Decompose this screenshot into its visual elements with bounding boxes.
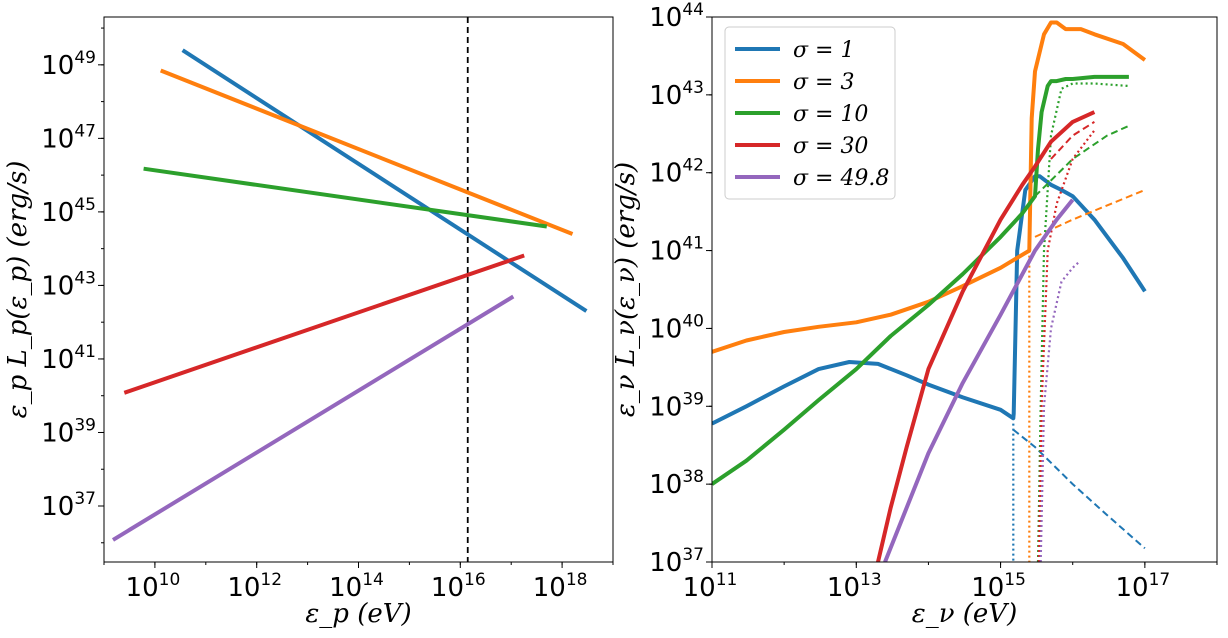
y-tick-label: 1039 (41, 415, 96, 448)
x-axis-label: ε_p (eV) (305, 599, 411, 629)
x-tick-label: 1011 (683, 570, 738, 603)
y-tick-label: 1040 (649, 311, 704, 344)
x-tick-label: 1018 (533, 570, 588, 603)
y-tick-label: 1039 (649, 389, 704, 422)
series-line-8-dotted (1036, 82, 1129, 562)
series-line-1-dashed (1012, 428, 1146, 550)
series-line-0-solid (712, 174, 1147, 426)
x-tick-label: 1014 (329, 570, 384, 603)
y-tick-label: 1044 (649, 0, 704, 33)
legend-label: σ = 3 (793, 70, 854, 95)
axes-frame (103, 16, 614, 563)
x-tick-label: 1015 (971, 570, 1026, 603)
right-chart-panel: 1011 1013 1015 1017 1037 1038 1039 1040 1041 1042… (611, 0, 1218, 629)
x-tick-label: 1016 (431, 570, 486, 603)
y-tick-label: 1043 (649, 78, 704, 111)
legend-label: σ = 1 (793, 38, 854, 63)
y-tick-label: 1047 (41, 121, 96, 154)
plot-area (111, 17, 588, 562)
series-line-9-solid (876, 110, 1096, 562)
series-line-1-solid (159, 68, 574, 236)
axes-frame (711, 16, 1218, 563)
series-line-3-solid (123, 253, 525, 395)
y-tick-label: 1038 (649, 467, 704, 500)
x-tick-label: 1010 (126, 570, 181, 603)
series-line-10-dashed (1050, 121, 1095, 160)
legend-label: σ = 30 (793, 134, 868, 159)
left-chart-panel: 1010 1012 1014 1016 1018 1037 1039 1041 1043 1045… (3, 16, 614, 629)
y-tick-label: 1045 (41, 195, 96, 228)
x-axis-label: ε_ν (eV) (912, 599, 1017, 629)
legend-box (724, 26, 896, 200)
series-line-12-solid (883, 198, 1075, 562)
series-line-13-dotted (1039, 261, 1080, 562)
y-tick-label: 1037 (649, 545, 704, 578)
series-line-3-solid (712, 20, 1147, 354)
legend-label: σ = 49.8 (793, 166, 889, 191)
y-axis-label: ε_ν L_ν(ε_ν) (erg/s) (611, 162, 641, 417)
y-tick-label: 1041 (41, 342, 96, 375)
y-tick-label: 1042 (649, 156, 704, 189)
y-tick-label: 1041 (649, 234, 704, 267)
series-line-2-solid (143, 166, 548, 229)
series-line-7-dashed (1034, 124, 1130, 197)
y-tick-label: 1043 (41, 268, 96, 301)
legend-label: σ = 10 (793, 102, 868, 127)
y-tick-label: 1049 (41, 48, 96, 81)
y-tick-label: 1037 (41, 489, 96, 522)
series-line-0-solid (181, 48, 588, 313)
series-line-4-dashed (1034, 189, 1146, 238)
legend: σ = 1 σ = 3 σ = 10 σ = 30 σ = 49.8 (724, 26, 896, 200)
plot-area (712, 20, 1147, 562)
series-line-6-solid (712, 74, 1129, 486)
series-line-4-solid (111, 294, 515, 542)
x-tick-label: 1013 (827, 570, 882, 603)
x-tick-label: 1017 (1115, 570, 1170, 603)
y-axis-label: ε_p L_p(ε_p) (erg/s) (3, 161, 33, 419)
x-tick-label: 1012 (227, 570, 282, 603)
